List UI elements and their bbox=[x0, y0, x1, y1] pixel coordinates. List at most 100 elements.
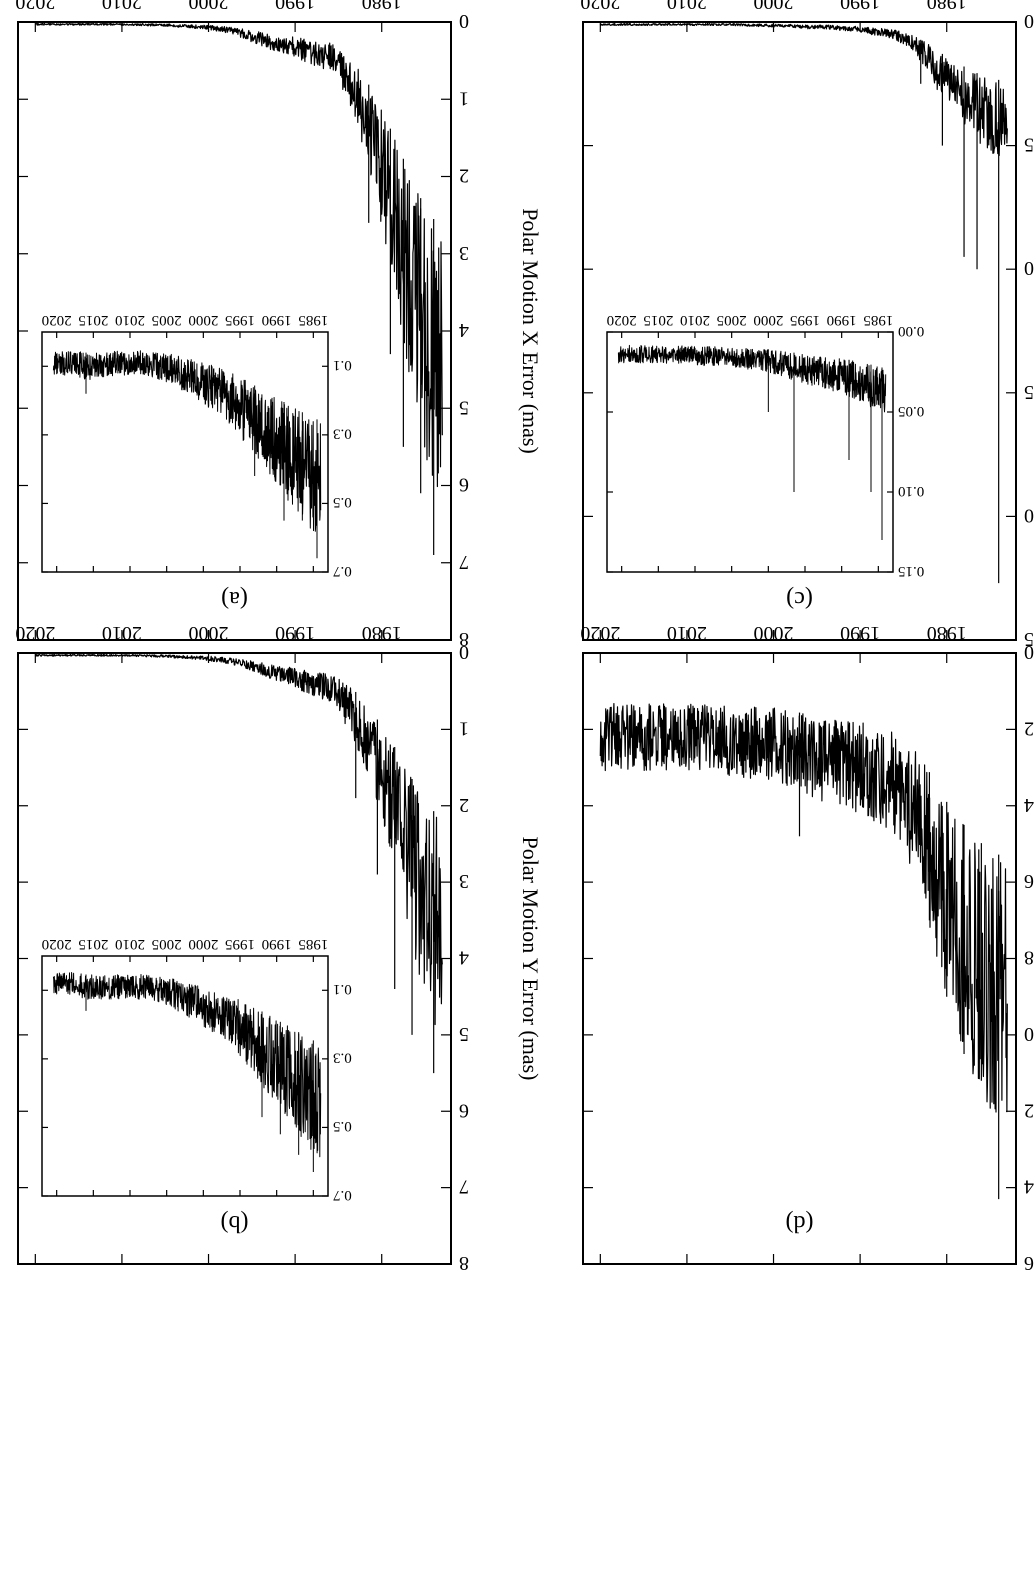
panel-a-inset-x-tick-label: 2010 bbox=[115, 312, 145, 328]
panel-b-y-tick-label: 8 bbox=[459, 1252, 469, 1274]
panel-c-inset-y-tick-label: 0.10 bbox=[898, 483, 924, 499]
panel-a-series-line bbox=[34, 22, 443, 488]
panel-d-y-tick-label: 0.04 bbox=[1024, 794, 1034, 816]
panel-c-inset-x-tick-label: 1985 bbox=[863, 312, 893, 328]
panel-c-inset-y-tick-label: 0.00 bbox=[898, 323, 924, 339]
panel-c-inset-x-tick-label: 2015 bbox=[643, 312, 673, 328]
panel-c-y-tick-label: 0.5 bbox=[1024, 134, 1034, 156]
panel-b: 1980 1990 2000 2010 2020 0 1 2 3 4 5 6 7 8 Polar Motio… bbox=[15, 622, 543, 1274]
panel-a-inset-plot-frame bbox=[41, 331, 329, 573]
panel-a-inset-y-tick-label: 0.5 bbox=[333, 494, 352, 510]
panel-a-inset-y-tick-label: 0.3 bbox=[333, 426, 352, 442]
panel-c-label: (c) bbox=[786, 586, 813, 612]
panel-b-inset-x-tick-label: 1985 bbox=[298, 936, 328, 952]
panel-d-y-tick-label: 0.14 bbox=[1024, 1176, 1034, 1198]
panel-a-y-tick-label: 8 bbox=[459, 628, 469, 650]
panel-b-inset-plot-frame bbox=[41, 955, 329, 1197]
panel-a-y-tick-label: 2 bbox=[459, 165, 469, 187]
panel-b-inset-y-tick-label: 0.3 bbox=[333, 1050, 352, 1066]
panel-a-x-tick-label: 2000 bbox=[189, 0, 229, 13]
panel-a-inset-background bbox=[32, 310, 378, 582]
panel-a-y-tick-label: 3 bbox=[459, 242, 469, 264]
panel-b-y-tick-label: 0 bbox=[459, 641, 469, 663]
panel-d-y-tick-label: 0.16 bbox=[1024, 1252, 1034, 1274]
panel-c-inset-x-tick-label: 1990 bbox=[827, 312, 857, 328]
panel-b-inset: 1985 1990 1995 2000 2005 2010 2015 2020 0.1 0.3 0.… bbox=[32, 934, 378, 1206]
panel-a-x-tick-label: 1980 bbox=[362, 0, 402, 13]
panel-a-inset-x-tick-label: 2005 bbox=[152, 312, 182, 328]
panel-b-y-tick-label: 4 bbox=[459, 947, 469, 969]
panel-c-x-tick-label: 2020 bbox=[580, 0, 620, 13]
panel-b-inset-background bbox=[32, 934, 378, 1206]
panel-a-label: (a) bbox=[221, 586, 248, 612]
panel-b-inset-x-tick-label: 1995 bbox=[225, 936, 255, 952]
panel-b-x-tick-label: 2000 bbox=[189, 622, 229, 644]
panel-b-inset-x-tick-label: 2010 bbox=[115, 936, 145, 952]
panel-c-inset-plot-frame bbox=[606, 331, 894, 573]
panel-d-y-tick-label: 0.12 bbox=[1024, 1099, 1034, 1121]
panel-d-y-tick-label: 0.06 bbox=[1024, 870, 1034, 892]
panel-b-inset-y-tick-label: 0.1 bbox=[333, 981, 352, 997]
panel-d-x-tick-label: 2000 bbox=[754, 622, 794, 644]
panel-a-y-axis-label: Polar Motion X Error (mas) bbox=[518, 208, 543, 454]
panel-a-y-tick-label: 7 bbox=[459, 551, 469, 573]
panel-c-inset-y-tick-label: 0.05 bbox=[898, 403, 924, 419]
panel-b-y-tick-label: 1 bbox=[459, 717, 469, 739]
panel-c-inset-x-tick-label: 2000 bbox=[753, 312, 783, 328]
panel-a-inset-y-tick-label: 0.1 bbox=[333, 357, 352, 373]
panel-b-inset-series-line bbox=[52, 972, 322, 1158]
panel-b-inset-y-tick-label: 0.7 bbox=[333, 1187, 352, 1203]
panel-d-x-tick-label: 2020 bbox=[580, 622, 620, 644]
panel-c-inset-x-tick-label: 1995 bbox=[790, 312, 820, 328]
panel-d-x-tick-label: 2010 bbox=[667, 622, 707, 644]
panel-a-x-tick-label: 2010 bbox=[102, 0, 142, 13]
panel-d-y-tick-label: 0.00 bbox=[1024, 641, 1034, 663]
panel-d-y-tick-label: 0.10 bbox=[1024, 1023, 1034, 1045]
panel-a-inset-y-tick-label: 0.7 bbox=[333, 563, 352, 579]
panel-c-x-tick-label: 1980 bbox=[927, 0, 967, 13]
panel-b-inset-y-tick-label: 0.5 bbox=[333, 1118, 352, 1134]
panel-a-x-tick-label: 2020 bbox=[15, 0, 55, 13]
panel-c-inset-x-tick-label: 2020 bbox=[607, 312, 637, 328]
panel-c-inset-x-tick-label: 2005 bbox=[717, 312, 747, 328]
panel-b-x-tick-label: 1980 bbox=[362, 622, 402, 644]
panel-b-x-tick-label: 2020 bbox=[15, 622, 55, 644]
panel-b-inset-x-tick-label: 2015 bbox=[78, 936, 108, 952]
panel-c-inset-y-tick-label: 0.15 bbox=[898, 563, 924, 579]
panel-c-x-tick-label: 1990 bbox=[840, 0, 880, 13]
panel-b-y-tick-label: 5 bbox=[459, 1023, 469, 1045]
panel-a-y-tick-label: 0 bbox=[459, 10, 469, 32]
panel-a-y-tick-label: 1 bbox=[459, 87, 469, 109]
panel-b-inset-x-tick-label: 1990 bbox=[262, 936, 292, 952]
figure-scene: 1980 1990 2000 2010 2020 0 1 2 3 4 5 6 7 8 Polar Motio… bbox=[15, 0, 1034, 1274]
panel-d-y-tick-label: 0.08 bbox=[1024, 947, 1034, 969]
panel-c-y-tick-label: 1.0 bbox=[1024, 257, 1034, 279]
panel-d-x-tick-label: 1990 bbox=[840, 622, 880, 644]
panel-c-x-tick-label: 2010 bbox=[667, 0, 707, 13]
panel-a-inset-series-line bbox=[52, 350, 322, 532]
panel-a-y-tick-label: 4 bbox=[459, 319, 469, 341]
panel-b-inset-x-tick-label: 2000 bbox=[188, 936, 218, 952]
panel-b-y-tick-label: 6 bbox=[459, 1099, 469, 1121]
panel-c-y-tick-label: 2.5 bbox=[1024, 628, 1034, 650]
panel-b-y-tick-label: 2 bbox=[459, 794, 469, 816]
panel-c-series-line bbox=[599, 22, 1008, 157]
panel-c-y-tick-label: 2.0 bbox=[1024, 504, 1034, 526]
panel-c-plot-frame bbox=[582, 21, 1017, 641]
panel-d: 1980 1990 2000 2010 2020 0.00 0.02 0.04 0.06 0.08… bbox=[580, 622, 1034, 1274]
panel-b-series-line bbox=[34, 653, 443, 1026]
panel-a-inset-x-tick-label: 1985 bbox=[298, 312, 328, 328]
panel-b-label: (b) bbox=[221, 1210, 249, 1236]
panel-a-y-tick-label: 5 bbox=[459, 396, 469, 418]
panel-a-inset: 1985 1990 1995 2000 2005 2010 2015 2020 0.1 0.3 0.… bbox=[32, 310, 378, 582]
panel-c-y-tick-label: 0.0 bbox=[1024, 10, 1034, 32]
panel-c-inset-x-tick-label: 2010 bbox=[680, 312, 710, 328]
panel-b-x-tick-label: 2010 bbox=[102, 622, 142, 644]
panel-d-x-tick-label: 1980 bbox=[927, 622, 967, 644]
panel-b-inset-x-tick-label: 2020 bbox=[42, 936, 72, 952]
panel-c-inset: 1985 1990 1995 2000 2005 2010 2015 2020 0.00 0.05… bbox=[597, 310, 943, 582]
panel-a-inset-x-tick-label: 2000 bbox=[188, 312, 218, 328]
panel-b-x-tick-label: 1990 bbox=[275, 622, 315, 644]
panel-b-y-tick-label: 3 bbox=[459, 870, 469, 892]
